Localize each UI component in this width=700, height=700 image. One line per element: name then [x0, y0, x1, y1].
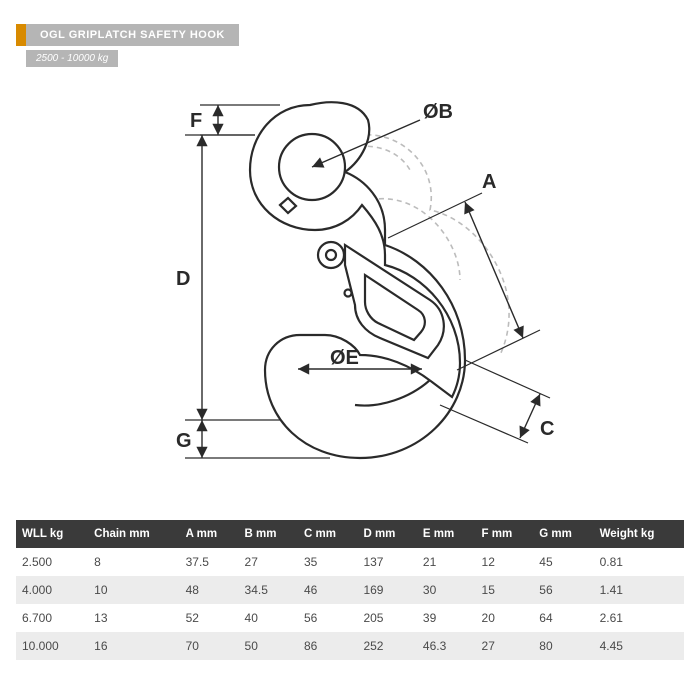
label-A: A	[482, 171, 496, 193]
label-B: ØB	[423, 101, 453, 123]
header-bar: OGL GRIPLATCH SAFETY HOOK	[16, 24, 239, 46]
title-main: GRIPLATCH SAFETY HOOK	[69, 29, 225, 41]
col-7: F mm	[476, 520, 534, 548]
col-1: Chain mm	[88, 520, 179, 548]
spec-table: WLL kg Chain mm A mm B mm C mm D mm E mm…	[16, 520, 684, 660]
col-2: A mm	[180, 520, 239, 548]
table-row: 4.000 10 48 34.5 46 169 30 15 56 1.41	[16, 576, 684, 604]
subtitle-pill: 2500 - 10000 kg	[26, 50, 118, 67]
col-8: G mm	[533, 520, 593, 548]
col-6: E mm	[417, 520, 476, 548]
label-D: D	[176, 268, 190, 290]
table-row: 6.700 13 52 40 56 205 39 20 64 2.61	[16, 604, 684, 632]
dim-C: C	[440, 360, 554, 443]
table-head: WLL kg Chain mm A mm B mm C mm D mm E mm…	[16, 520, 684, 548]
col-4: C mm	[298, 520, 357, 548]
table-body: 2.500 8 37.5 27 35 137 21 12 45 0.81 4.0…	[16, 548, 684, 660]
col-5: D mm	[357, 520, 416, 548]
title-pill: OGL GRIPLATCH SAFETY HOOK	[26, 24, 239, 46]
label-E: ØE	[330, 347, 359, 369]
col-9: Weight kg	[594, 520, 684, 548]
accent-stripe	[16, 24, 26, 46]
hook-outline	[250, 102, 465, 458]
col-0: WLL kg	[16, 520, 88, 548]
table-row: 2.500 8 37.5 27 35 137 21 12 45 0.81	[16, 548, 684, 576]
label-C: C	[540, 418, 554, 440]
label-G: G	[176, 430, 192, 452]
hook-diagram: F D G ØB A C ØE	[130, 80, 570, 500]
label-F: F	[190, 110, 202, 132]
title-prefix: OGL	[40, 29, 65, 41]
col-3: B mm	[239, 520, 298, 548]
table-row: 10.000 16 70 50 86 252 46.3 27 80 4.45	[16, 632, 684, 660]
